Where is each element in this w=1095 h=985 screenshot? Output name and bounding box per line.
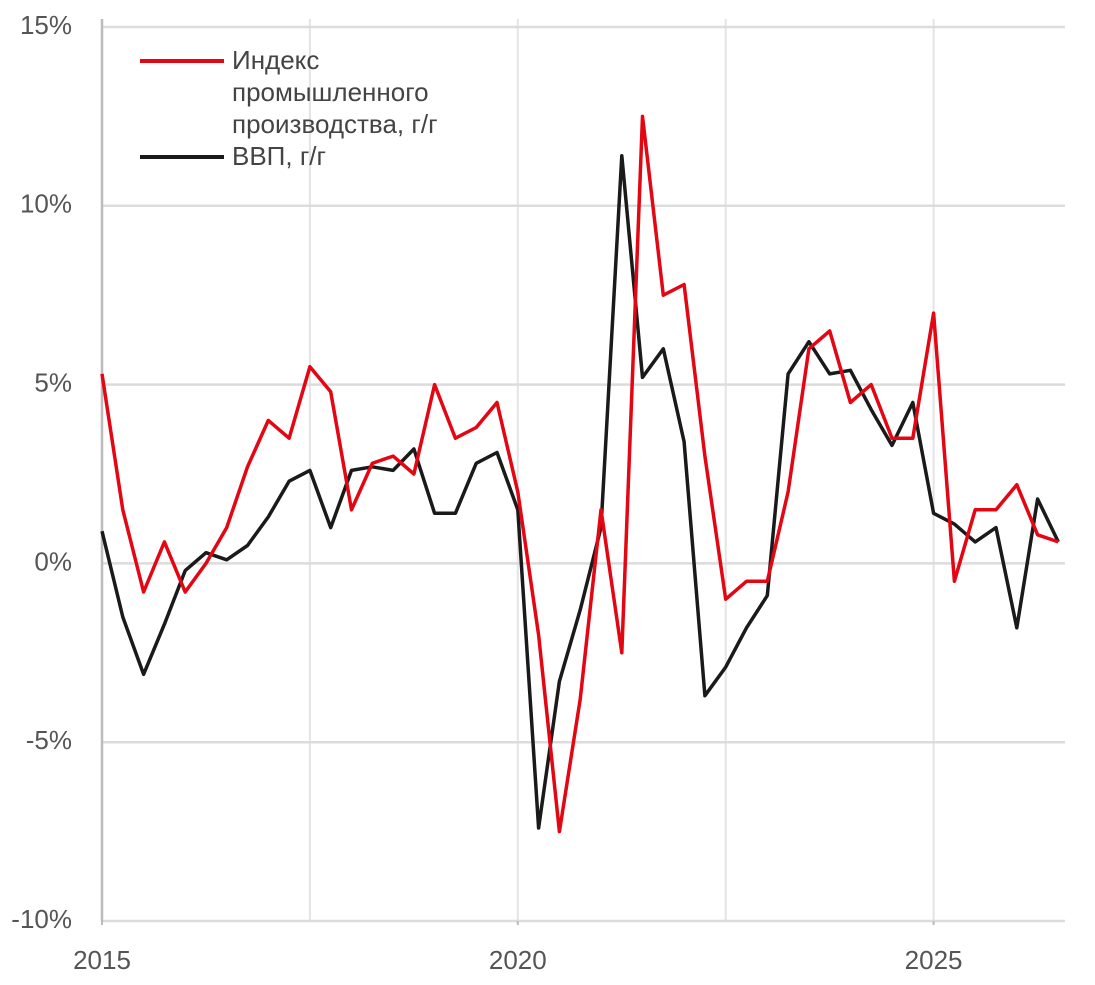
legend: Индекс промышленного производства, г/г ВВ… [140,44,482,172]
legend-item: Индекс промышленного производства, г/г [140,44,482,140]
x-tick-label: 2015 [73,945,131,975]
x-tick-label: 2025 [905,945,963,975]
y-tick-label: -10% [11,904,72,934]
y-tick-label: 0% [34,546,72,576]
legend-swatch [140,155,224,159]
series-line [100,114,1059,834]
y-tick-label: -5% [26,725,72,755]
series-line [100,153,1060,830]
y-tick-label: 15% [20,10,72,40]
x-tick-label: 2020 [489,945,547,975]
legend-item: ВВП, г/г [140,140,482,172]
legend-swatch [140,59,224,63]
legend-label: Индекс промышленного производства, г/г [232,45,438,139]
y-tick-label: 5% [34,367,72,397]
y-tick-label: 10% [20,189,72,219]
legend-label: ВВП, г/г [232,141,327,171]
